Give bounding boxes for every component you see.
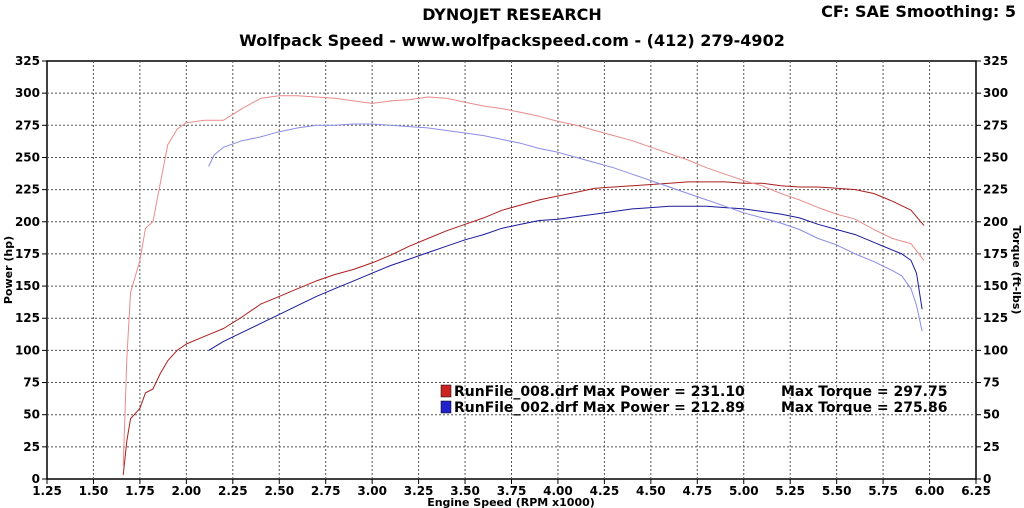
y-tick-label-right: 25: [983, 440, 1000, 454]
x-tick-label: 5.75: [868, 484, 898, 498]
grid-lines: [47, 61, 976, 479]
y-tick-label-left: 100: [15, 343, 40, 357]
legend-max-torque: Max Torque = 275.86: [781, 400, 947, 416]
x-tick-label: 2.25: [218, 484, 248, 498]
cf-smoothing-label: CF: SAE Smoothing: 5: [821, 2, 1016, 21]
tick-labels: 1.25 1.50 1.75 2.00 2.25 2.50 2.75 3.00 3.25 3.50…: [15, 54, 1008, 498]
x-tick-label: 3.50: [450, 484, 480, 498]
x-tick-label: 5.00: [729, 484, 759, 498]
x-tick-label: 4.75: [682, 484, 712, 498]
x-tick-label: 4.50: [636, 484, 666, 498]
x-tick-label: 4.25: [590, 484, 620, 498]
y-tick-label-left: 125: [15, 311, 40, 325]
x-tick-label: 6.00: [915, 484, 945, 498]
series-line-3: [208, 205, 923, 351]
y-tick-label-right: 300: [983, 86, 1008, 100]
x-tick-label: 2.75: [311, 484, 341, 498]
y-tick-label-right: 225: [983, 183, 1008, 197]
y-tick-label-left: 0: [32, 472, 40, 486]
y-tick-label-right: 325: [983, 54, 1008, 68]
x-tick-label: 3.25: [404, 484, 434, 498]
legend-file-power: RunFile_002.drf Max Power = 212.89: [454, 400, 745, 416]
x-tick-label: 4.00: [543, 484, 573, 498]
x-tick-label: 5.25: [775, 484, 805, 498]
y-tick-label-left: 50: [23, 408, 40, 422]
y-tick-label-left: 300: [15, 86, 40, 100]
chart-title: DYNOJET RESEARCH: [422, 5, 602, 24]
y-tick-label-left: 250: [15, 150, 40, 164]
y-tick-label-right: 0: [983, 472, 991, 486]
y-tick-label-left: 275: [15, 118, 40, 132]
y-tick-label-left: 150: [15, 279, 40, 293]
y-tick-label-right: 50: [983, 408, 1000, 422]
y-tick-label-left: 25: [23, 440, 40, 454]
x-tick-label: 1.75: [125, 484, 155, 498]
data-lines: [122, 95, 925, 476]
y-tick-label-right: 275: [983, 118, 1008, 132]
y-tick-label-right: 100: [983, 343, 1008, 357]
x-axis-label: Engine Speed (RPM x1000): [427, 496, 595, 508]
x-tick-label: 1.25: [32, 484, 62, 498]
y-tick-label-left: 75: [23, 376, 40, 390]
legend-swatch: [440, 384, 452, 398]
x-tick-label: 3.00: [357, 484, 387, 498]
y-tick-label-right: 125: [983, 311, 1008, 325]
y-tick-label-right: 250: [983, 150, 1008, 164]
y-tick-label-right: 150: [983, 279, 1008, 293]
legend-swatch: [440, 400, 452, 414]
y-tick-label-left: 325: [15, 54, 40, 68]
series-line-2: [122, 95, 925, 467]
legend-file-power: RunFile_008.drf Max Power = 231.10: [454, 384, 745, 400]
x-tick-label: 6.25: [961, 484, 991, 498]
y-axis-label-right: Torque (ft-lbs): [1010, 226, 1023, 315]
x-tick-label: 5.50: [822, 484, 852, 498]
x-tick-label: 2.50: [264, 484, 294, 498]
y-tick-label-right: 175: [983, 247, 1008, 261]
x-tick-label: 3.75: [497, 484, 527, 498]
y-tick-label-right: 75: [983, 376, 1000, 390]
legend: RunFile_008.drf Max Power = 231.10 Max To…: [440, 384, 947, 416]
x-tick-label: 2.00: [172, 484, 202, 498]
series-line-4: [208, 123, 923, 332]
legend-max-torque: Max Torque = 297.75: [781, 384, 947, 400]
x-tick-label: 1.50: [79, 484, 109, 498]
series-line-1: [122, 181, 925, 476]
y-tick-label-left: 225: [15, 183, 40, 197]
y-tick-label-right: 200: [983, 215, 1008, 229]
chart-subtitle: Wolfpack Speed - www.wolfpackspeed.com -…: [239, 31, 785, 50]
y-tick-label-left: 175: [15, 247, 40, 261]
y-axis-label-left: Power (hp): [2, 236, 15, 304]
y-tick-label-left: 200: [15, 215, 40, 229]
